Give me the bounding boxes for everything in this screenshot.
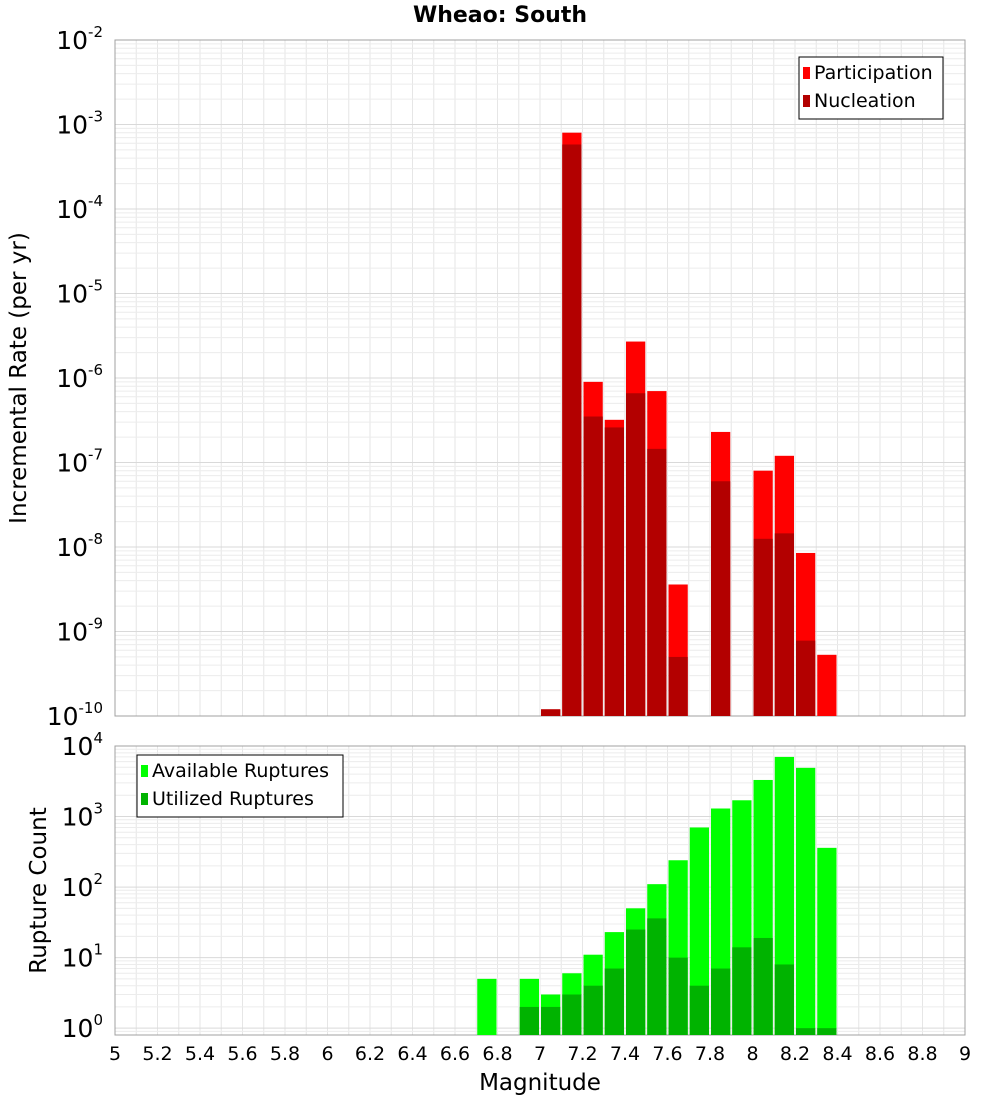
bar-available-ruptures <box>817 847 837 1035</box>
bar-nucleation <box>753 538 773 716</box>
legend-swatch <box>803 67 810 79</box>
top-y-tick-labels: 10-10 10-9 10-8 10-7 10-6 10-5 10-4 10-3 10-2 <box>47 23 103 731</box>
bar-utilized-ruptures <box>732 947 752 1035</box>
bar-participation <box>817 654 837 716</box>
bar-nucleation <box>604 427 624 716</box>
chart-title: Wheao: South <box>413 3 587 28</box>
x-tick-label: 8 <box>746 1043 758 1065</box>
legend-swatch <box>803 95 810 107</box>
bottom-y-axis-label: Rupture Count <box>26 807 52 973</box>
top-y-axis-label: Incremental Rate (per yr) <box>6 232 32 524</box>
bar-utilized-ruptures <box>668 957 688 1035</box>
x-tick-label: 5.6 <box>227 1043 257 1065</box>
legend-label: Available Ruptures <box>152 760 329 782</box>
x-tick-label: 6.2 <box>355 1043 385 1065</box>
y-tick-label: 10-3 <box>56 108 103 140</box>
y-tick-label: 10-9 <box>56 615 103 647</box>
y-tick-label: 10-2 <box>56 23 103 55</box>
y-tick-label: 10-5 <box>56 277 103 309</box>
x-tick-labels: 5 5.2 5.4 5.6 5.8 6 6.2 6.4 6.6 6.8 7 7.2 7.4 7.6 7.8 8… <box>109 1043 971 1065</box>
legend-box <box>136 754 344 818</box>
legend-swatch <box>141 793 148 805</box>
legend-box <box>798 56 944 120</box>
x-tick-label: 8.4 <box>822 1043 852 1065</box>
y-tick-label: 103 <box>62 800 103 832</box>
y-tick-label: 10-6 <box>56 361 103 393</box>
bar-available-ruptures <box>477 978 497 1035</box>
x-axis-label: Magnitude <box>479 1070 601 1096</box>
bar-utilized-ruptures <box>519 1006 539 1035</box>
bar-nucleation <box>774 533 794 716</box>
bar-utilized-ruptures <box>541 1006 561 1035</box>
legend-label: Utilized Ruptures <box>152 788 314 810</box>
x-tick-label: 8.6 <box>865 1043 895 1065</box>
x-tick-label: 5.8 <box>270 1043 300 1065</box>
bar-utilized-ruptures <box>583 985 603 1035</box>
x-tick-label: 6 <box>321 1043 333 1065</box>
top-gridlines <box>114 40 966 717</box>
legend-swatch <box>141 765 148 777</box>
top-legend: Participation Nucleation <box>798 56 944 120</box>
legend-label: Participation <box>814 62 933 84</box>
bar-utilized-ruptures <box>711 968 731 1035</box>
x-tick-label: 7.2 <box>567 1043 597 1065</box>
bar-nucleation <box>583 416 603 716</box>
x-tick-label: 7.4 <box>610 1043 640 1065</box>
bottom-legend: Available Ruptures Utilized Ruptures <box>136 754 344 818</box>
y-tick-label: 102 <box>62 870 103 902</box>
bar-nucleation <box>711 481 731 716</box>
x-tick-label: 8.8 <box>907 1043 937 1065</box>
bar-utilized-ruptures <box>626 929 646 1035</box>
x-tick-label: 5.2 <box>142 1043 172 1065</box>
bar-utilized-ruptures <box>753 937 773 1035</box>
bar-nucleation <box>647 448 667 716</box>
bar-available-ruptures <box>689 827 709 1035</box>
y-tick-label: 10-8 <box>56 530 103 562</box>
x-tick-label: 6.8 <box>482 1043 512 1065</box>
y-tick-label: 10-4 <box>56 192 103 224</box>
bar-utilized-ruptures <box>562 994 582 1035</box>
bottom-plot-area <box>114 745 966 1036</box>
bar-utilized-ruptures <box>817 1028 837 1035</box>
bar-utilized-ruptures <box>774 964 794 1035</box>
y-tick-label: 10-10 <box>47 699 103 731</box>
bottom-bars <box>477 756 837 1035</box>
bar-nucleation <box>562 144 582 716</box>
y-tick-label: 10-7 <box>56 446 103 478</box>
bar-nucleation <box>626 393 646 716</box>
bar-utilized-ruptures <box>647 918 667 1035</box>
bar-nucleation <box>796 640 816 716</box>
bar-utilized-ruptures <box>689 985 709 1035</box>
x-tick-label: 5.4 <box>185 1043 215 1065</box>
y-tick-label: 101 <box>62 941 103 973</box>
top-bars <box>541 132 837 716</box>
x-tick-label: 7.8 <box>695 1043 725 1065</box>
x-tick-label: 7.6 <box>652 1043 682 1065</box>
bar-utilized-ruptures <box>796 1028 816 1035</box>
x-tick-label: 9 <box>959 1043 971 1065</box>
bottom-y-tick-labels: 100 101 102 103 104 <box>62 729 103 1043</box>
bar-nucleation <box>541 709 561 716</box>
x-tick-label: 6.4 <box>397 1043 427 1065</box>
bar-available-ruptures <box>796 767 816 1035</box>
bar-utilized-ruptures <box>604 968 624 1035</box>
x-tick-label: 6.6 <box>440 1043 470 1065</box>
legend-label: Nucleation <box>814 90 916 112</box>
y-tick-label: 100 <box>62 1011 103 1043</box>
x-tick-label: 7 <box>534 1043 546 1065</box>
top-plot-area <box>114 39 966 717</box>
x-tick-label: 5 <box>109 1043 121 1065</box>
bar-nucleation <box>668 656 688 716</box>
x-tick-label: 8.2 <box>780 1043 810 1065</box>
y-tick-label: 104 <box>62 729 103 761</box>
